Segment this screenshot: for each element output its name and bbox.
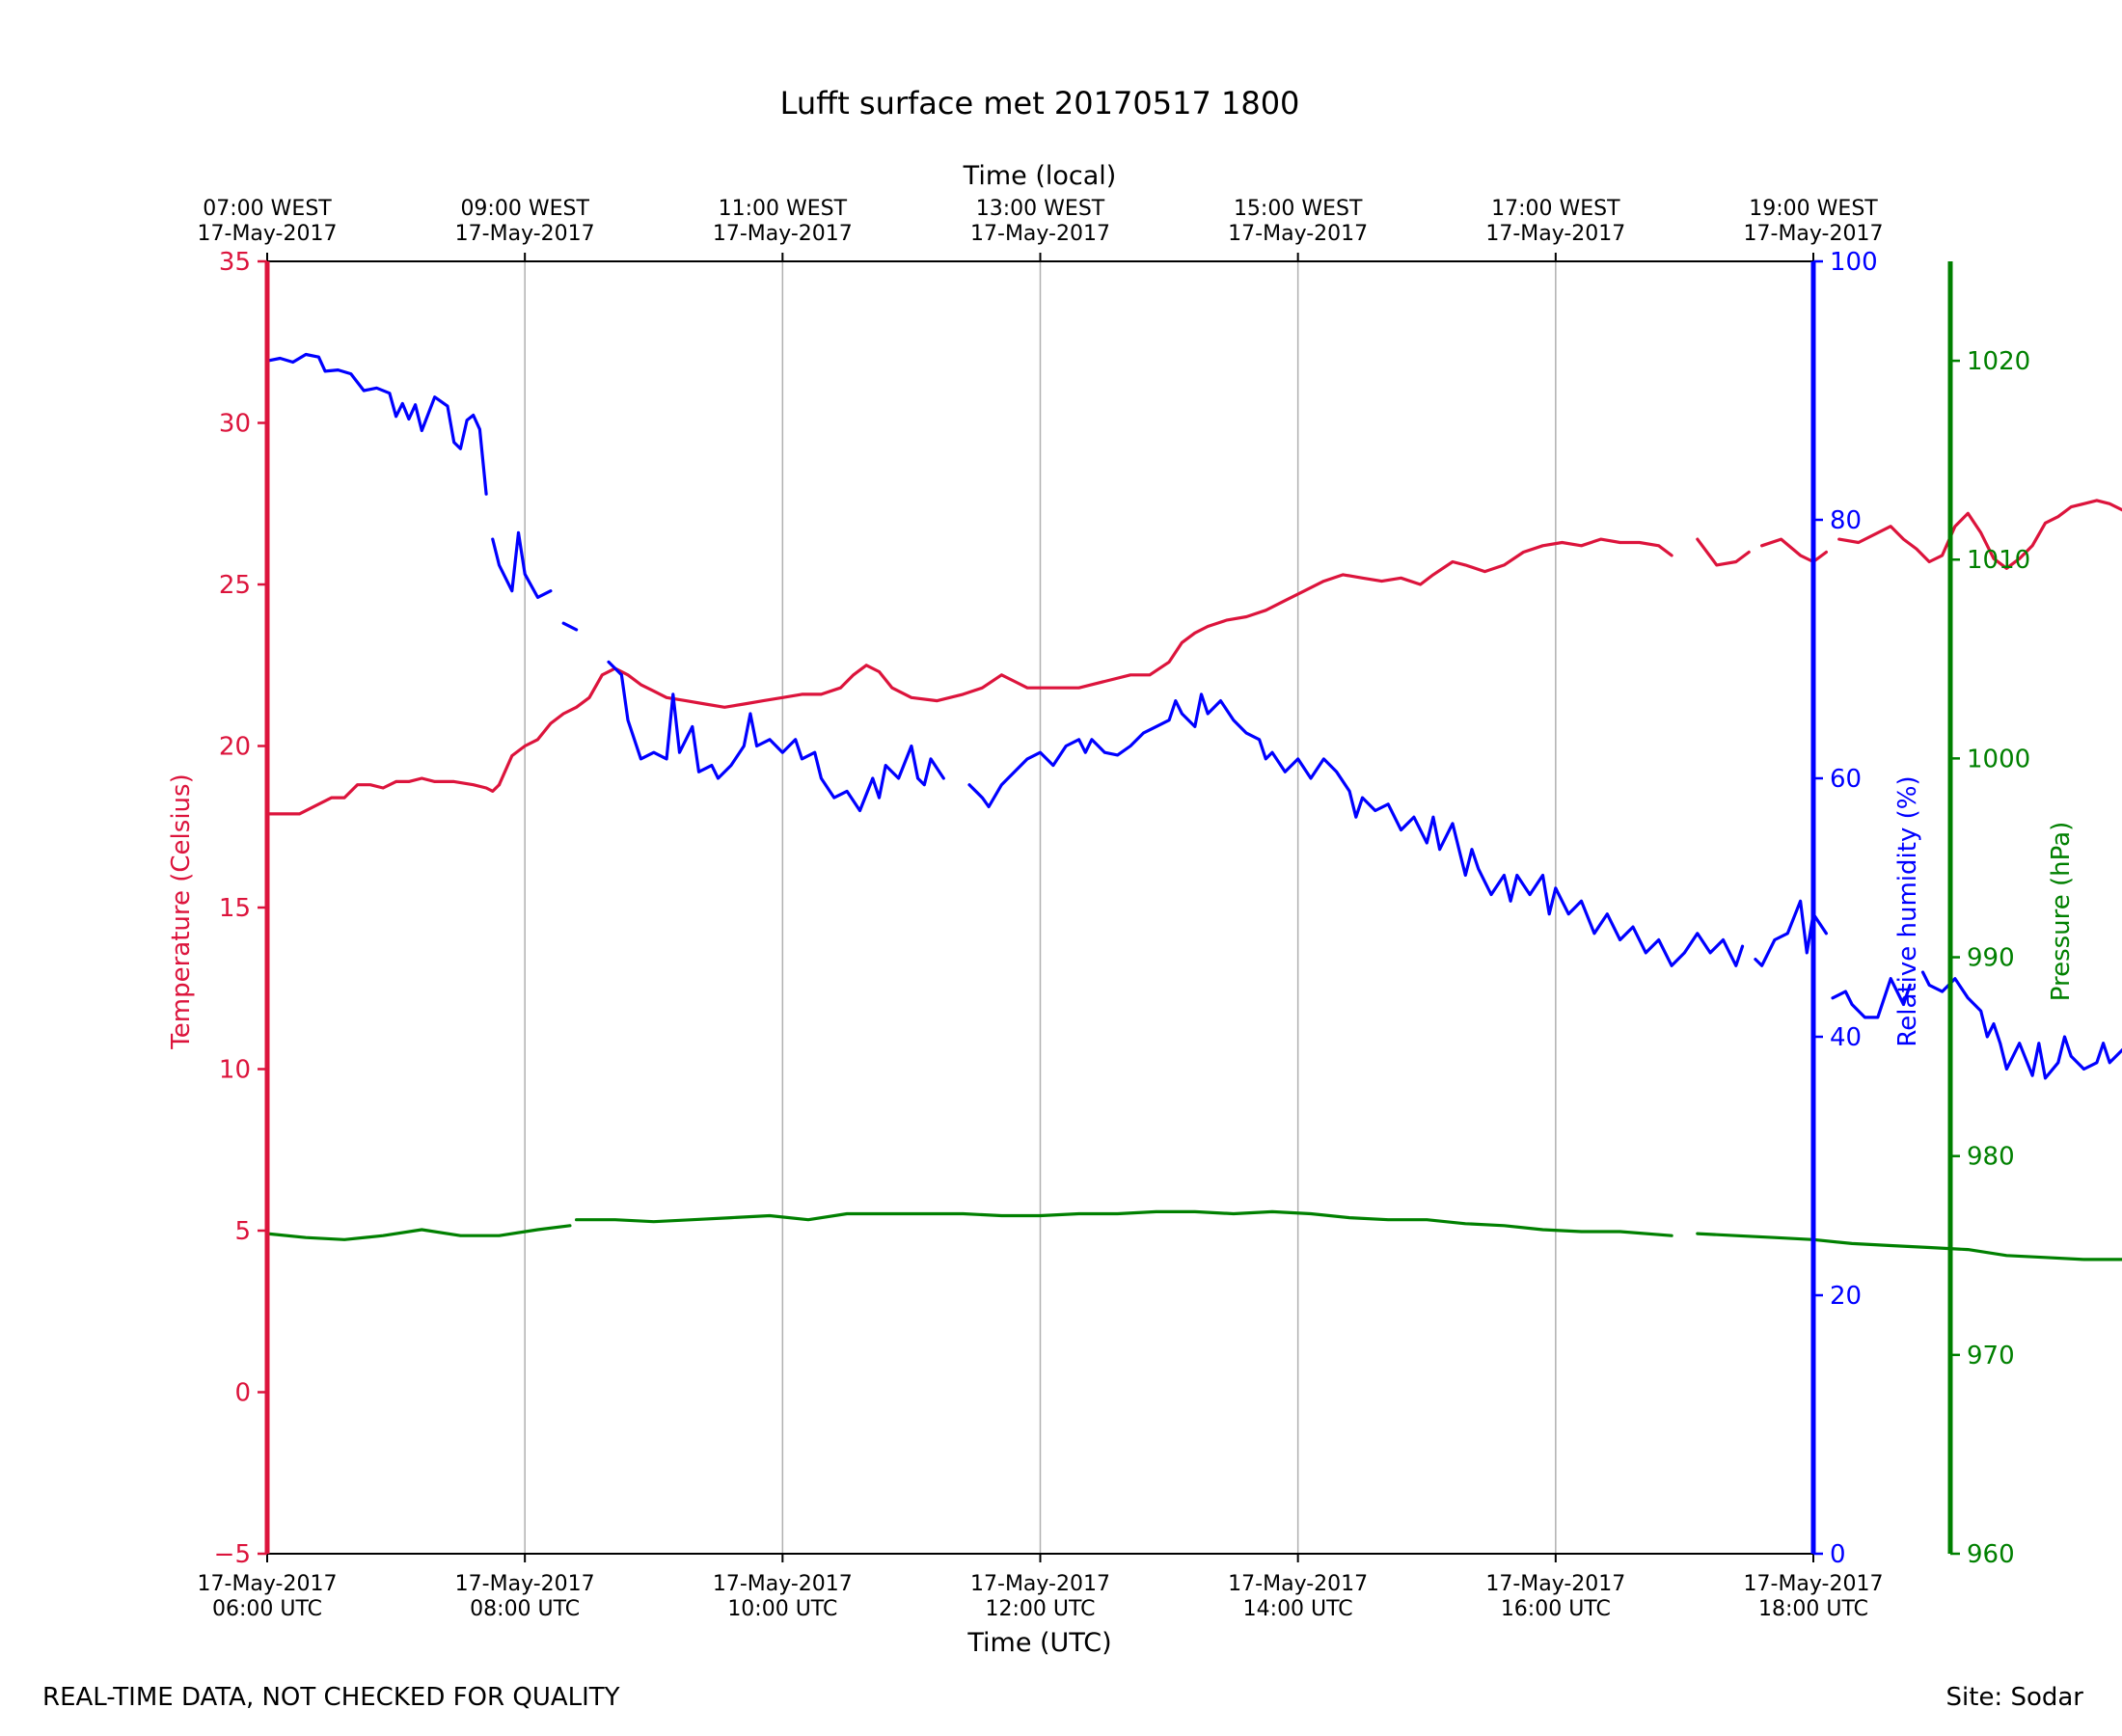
series-line-temperature — [265, 776, 502, 816]
series-line-pressure — [1696, 1232, 2122, 1261]
x2-tick-date: 17-May-2017 — [1228, 222, 1368, 246]
series-line-relative-humidity — [1920, 970, 2122, 1080]
temperature-axis-tick-label: 10 — [219, 1056, 251, 1085]
x-tick-date: 17-May-2017 — [198, 1572, 338, 1596]
x2-tick-local: 13:00 WEST — [976, 197, 1105, 221]
humidity-axis-tick-label: 60 — [1830, 765, 1862, 794]
temperature-axis-label: Temperature (Celsius) — [167, 773, 196, 1049]
series-line-relative-humidity — [561, 621, 579, 632]
series-line-relative-humidity — [967, 692, 1745, 967]
humidity-axis-tick-label: 100 — [1830, 248, 1878, 277]
temperature-axis-tick-label: 30 — [219, 410, 251, 439]
x-tick-date: 17-May-2017 — [1228, 1572, 1368, 1596]
x2-tick-date: 17-May-2017 — [1485, 222, 1625, 246]
pressure-axis-tick-label: 960 — [1967, 1540, 2015, 1569]
temperature-axis-tick-label: 20 — [219, 733, 251, 762]
series-line-pressure — [265, 1224, 572, 1241]
series-line-temperature — [613, 537, 1673, 709]
x2-tick-date: 17-May-2017 — [713, 222, 853, 246]
series-line-relative-humidity — [1831, 977, 1912, 1019]
series-line-pressure — [574, 1209, 1673, 1237]
x-tick-utc: 08:00 UTC — [470, 1597, 580, 1621]
pressure-axis-tick-label: 990 — [1967, 944, 2015, 973]
humidity-axis-tick-label: 80 — [1830, 506, 1862, 535]
x-tick-utc: 12:00 UTC — [985, 1597, 1095, 1621]
x-tick-date: 17-May-2017 — [970, 1572, 1110, 1596]
pressure-axis-tick-label: 1010 — [1967, 546, 2030, 575]
humidity-axis-tick-label: 40 — [1830, 1023, 1862, 1052]
humidity-axis-tick-label: 0 — [1830, 1540, 1846, 1569]
series-line-relative-humidity — [265, 352, 488, 496]
series-line-temperature — [1759, 537, 1829, 564]
x-axis-label: Time (UTC) — [966, 1628, 1111, 1658]
x2-tick-date: 17-May-2017 — [970, 222, 1110, 246]
series-line-relative-humidity — [491, 530, 553, 600]
x-tick-date: 17-May-2017 — [1744, 1572, 1884, 1596]
temperature-axis-tick-label: 15 — [219, 894, 251, 923]
x-tick-date: 17-May-2017 — [1485, 1572, 1625, 1596]
chart-title: Lufft surface met 20170517 1800 — [780, 85, 1300, 122]
x-tick-utc: 10:00 UTC — [727, 1597, 837, 1621]
x-tick-date: 17-May-2017 — [455, 1572, 595, 1596]
x-tick-utc: 18:00 UTC — [1758, 1597, 1868, 1621]
x2-tick-local: 17:00 WEST — [1491, 197, 1620, 221]
grid-lines — [524, 261, 1557, 1554]
temperature-axis-tick-label: 25 — [219, 571, 251, 600]
series-line-temperature — [1696, 537, 1751, 567]
pressure-axis-tick-label: 970 — [1967, 1342, 2015, 1370]
x-tick-utc: 06:00 UTC — [212, 1597, 322, 1621]
site-label: Site: Sodar — [1945, 1683, 2083, 1712]
temperature-axis-tick-label: −5 — [214, 1540, 251, 1569]
temperature-axis-tick-label: 35 — [219, 248, 251, 277]
x2-tick-date: 17-May-2017 — [1744, 222, 1884, 246]
x-tick-utc: 14:00 UTC — [1243, 1597, 1353, 1621]
x2-tick-local: 19:00 WEST — [1749, 197, 1878, 221]
series-line-temperature — [497, 666, 617, 787]
humidity-axis-label: Relative humidity (%) — [1893, 775, 1922, 1046]
humidity-axis-tick-label: 20 — [1830, 1282, 1862, 1311]
series-line-temperature — [1837, 499, 2122, 570]
x2-tick-local: 15:00 WEST — [1234, 197, 1363, 221]
x2-tick-date: 17-May-2017 — [198, 222, 338, 246]
x2-tick-local: 11:00 WEST — [719, 197, 848, 221]
x2-axis-label: Time (local) — [963, 161, 1117, 191]
x-tick-utc: 16:00 UTC — [1501, 1597, 1611, 1621]
series-line-relative-humidity — [607, 660, 945, 813]
x2-tick-local: 09:00 WEST — [460, 197, 589, 221]
series-lines — [265, 352, 2122, 1261]
temperature-axis-tick-label: 0 — [234, 1379, 251, 1408]
x2-tick-date: 17-May-2017 — [455, 222, 595, 246]
quality-note: REAL-TIME DATA, NOT CHECKED FOR QUALITY — [42, 1683, 620, 1712]
pressure-axis-tick-label: 1000 — [1967, 745, 2030, 773]
temperature-axis-tick-label: 5 — [234, 1217, 251, 1246]
pressure-axis-label: Pressure (hPa) — [2047, 822, 2076, 1002]
x-tick-date: 17-May-2017 — [713, 1572, 853, 1596]
x2-tick-local: 07:00 WEST — [203, 197, 332, 221]
pressure-axis-tick-label: 980 — [1967, 1143, 2015, 1172]
pressure-axis-tick-label: 1020 — [1967, 347, 2030, 376]
